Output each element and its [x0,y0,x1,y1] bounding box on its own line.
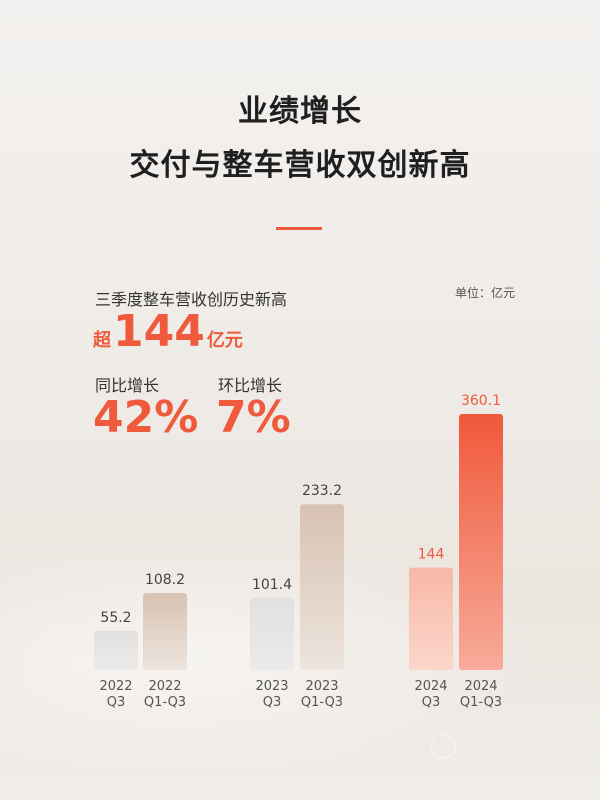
x-tick-label-period: Q3 [422,695,441,710]
bar-value-label: 144 [418,547,445,563]
x-tick-label-year: 2023 [305,679,338,694]
x-tick-label-year: 2024 [414,679,447,694]
x-tick-label-year: 2022 [148,679,181,694]
headline-prefix: 超 [93,330,111,351]
unit-label: 单位：亿元 [455,286,516,300]
x-tick-label-period: Q3 [107,695,126,710]
qoq-value: 7% [216,392,291,443]
headline-value: 144 [113,306,205,357]
yoy-label: 同比增长 [95,376,160,395]
page-title-line-1: 业绩增长 [238,94,362,129]
bar-2023-q3 [250,597,294,670]
x-tick-label-period: Q1-Q3 [460,695,502,710]
bar-value-label: 233.2 [302,483,342,499]
x-tick-label-year: 2023 [255,679,288,694]
yoy-value: 42% [93,392,199,443]
watermark-logo [430,733,462,759]
bar-2024-q3 [409,567,453,670]
headline-suffix: 亿元 [206,330,243,351]
bar-2023-q1-q3 [300,504,344,670]
bar-value-label: 101.4 [252,577,292,593]
bar-value-label: 108.2 [145,572,185,588]
x-tick-label-period: Q1-Q3 [144,695,186,710]
watermark-icon [430,733,456,759]
bar-2024-q1-q3 [459,414,503,670]
x-tick-label-period: Q3 [263,695,282,710]
x-tick-label-year: 2022 [99,679,132,694]
page-title-line-2: 交付与整车营收双创新高 [129,148,471,183]
bar-value-label: 360.1 [461,393,501,409]
title-divider [276,227,322,230]
bar-2022-q1-q3 [143,593,187,670]
qoq-label: 环比增长 [218,376,283,395]
x-tick-label-period: Q1-Q3 [301,695,343,710]
section-subtitle: 三季度整车营收创历史新高 [95,290,288,309]
x-tick-label-year: 2024 [464,679,497,694]
bar-value-label: 55.2 [100,610,131,626]
bar-2022-q3 [94,630,138,670]
headline-revenue: 超 144 亿元 [93,306,243,357]
